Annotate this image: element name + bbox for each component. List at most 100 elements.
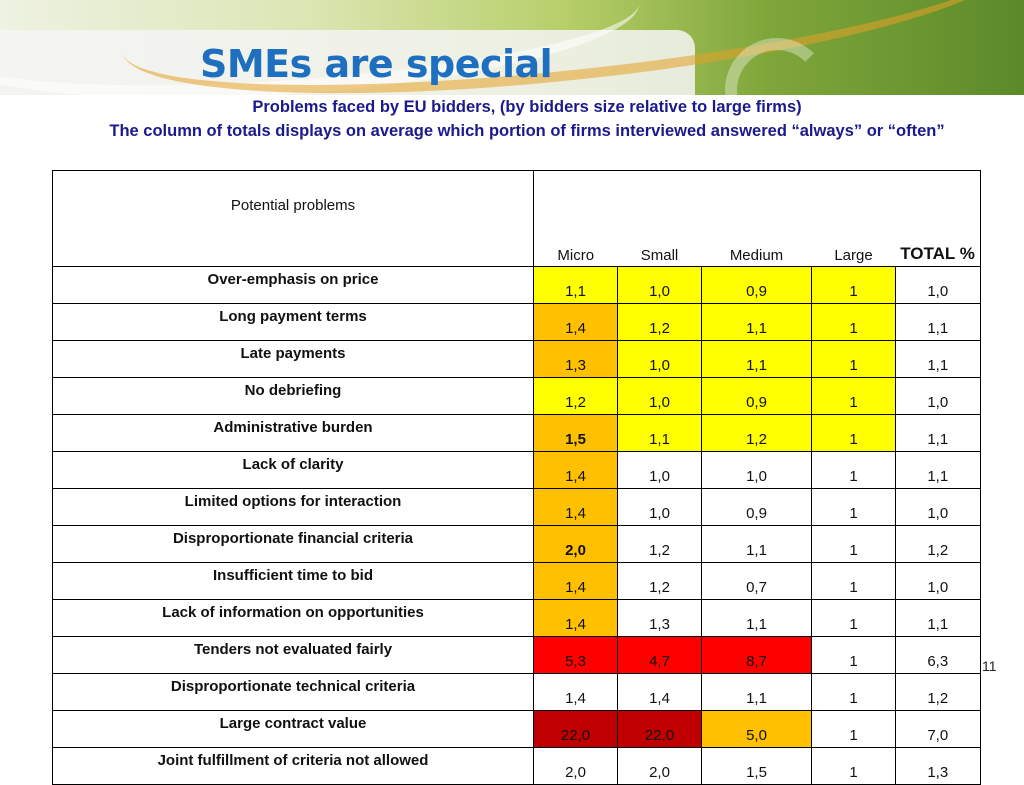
problem-label: Insufficient time to bid <box>52 562 534 600</box>
table-row: Late payments 1,3 1,0 1,1 1 1,1 <box>52 340 981 378</box>
value-cell: 1 <box>811 636 896 674</box>
value-cell: 2,0 <box>533 525 618 563</box>
value-cell: 1,1 <box>895 340 981 378</box>
value-cell: 1 <box>811 599 896 637</box>
value-cell: 1 <box>811 710 896 748</box>
value-cell: 5,0 <box>701 710 812 748</box>
value-cell: 1,2 <box>701 414 812 452</box>
value-cell: 1 <box>811 303 896 341</box>
value-cell: 1,4 <box>533 488 618 526</box>
problem-label: Joint fulfillment of criteria not allowe… <box>52 747 534 785</box>
table-row: Tenders not evaluated fairly 5,3 4,7 8,7 1 6,… <box>52 636 981 674</box>
problem-label: No debriefing <box>52 377 534 415</box>
value-cell: 22,0 <box>617 710 702 748</box>
value-cell: 2,0 <box>533 747 618 785</box>
value-cell: 1 <box>811 673 896 711</box>
column-header-medium: Medium <box>701 170 812 267</box>
table-header-row: Potential problems Micro Small Medium La… <box>52 170 981 267</box>
value-cell: 1,2 <box>617 525 702 563</box>
value-cell: 1,4 <box>533 673 618 711</box>
value-cell: 1,4 <box>533 303 618 341</box>
table-row: Administrative burden 1,5 1,1 1,2 1 1,1 <box>52 414 981 452</box>
value-cell: 1 <box>811 377 896 415</box>
value-cell: 1,1 <box>895 599 981 637</box>
value-cell: 1,0 <box>895 266 981 304</box>
slide-title: SMEs are special <box>200 42 553 86</box>
value-cell: 0,9 <box>701 266 812 304</box>
value-cell: 1,0 <box>617 377 702 415</box>
table-row: Joint fulfillment of criteria not allowe… <box>52 747 981 785</box>
table-row: Long payment terms 1,4 1,2 1,1 1 1,1 <box>52 303 981 341</box>
problem-label: Over-emphasis on price <box>52 266 534 304</box>
column-header-total: TOTAL % <box>895 170 981 267</box>
value-cell: 1,1 <box>895 451 981 489</box>
header-banner <box>0 0 1024 95</box>
value-cell: 1,0 <box>617 340 702 378</box>
value-cell: 0,7 <box>701 562 812 600</box>
value-cell: 1,0 <box>617 488 702 526</box>
value-cell: 1,0 <box>895 488 981 526</box>
value-cell: 2,0 <box>617 747 702 785</box>
banner-panel <box>0 30 695 95</box>
value-cell: 1,1 <box>895 414 981 452</box>
value-cell: 1,4 <box>533 451 618 489</box>
value-cell: 1,1 <box>617 414 702 452</box>
column-header-micro: Micro <box>533 170 618 267</box>
problem-label: Disproportionate financial criteria <box>52 525 534 563</box>
problem-label: Long payment terms <box>52 303 534 341</box>
column-header-small: Small <box>617 170 702 267</box>
value-cell: 8,7 <box>701 636 812 674</box>
problem-label: Large contract value <box>52 710 534 748</box>
table-row: No debriefing 1,2 1,0 0,9 1 1,0 <box>52 377 981 415</box>
value-cell: 1,0 <box>895 377 981 415</box>
table-row: Disproportionate financial criteria 2,0 1,… <box>52 525 981 563</box>
table-row: Over-emphasis on price 1,1 1,0 0,9 1 1,0 <box>52 266 981 304</box>
value-cell: 1,5 <box>533 414 618 452</box>
value-cell: 4,7 <box>617 636 702 674</box>
value-cell: 0,9 <box>701 377 812 415</box>
column-header-large: Large <box>811 170 896 267</box>
value-cell: 1,5 <box>701 747 812 785</box>
value-cell: 1,2 <box>533 377 618 415</box>
value-cell: 5,3 <box>533 636 618 674</box>
problem-label: Administrative burden <box>52 414 534 452</box>
table-row: Limited options for interaction 1,4 1,0 0,9… <box>52 488 981 526</box>
value-cell: 1 <box>811 525 896 563</box>
value-cell: 1,0 <box>701 451 812 489</box>
value-cell: 1,4 <box>533 599 618 637</box>
value-cell: 1 <box>811 747 896 785</box>
value-cell: 1 <box>811 266 896 304</box>
value-cell: 1,2 <box>895 525 981 563</box>
problem-label: Disproportionate technical criteria <box>52 673 534 711</box>
value-cell: 1,1 <box>895 303 981 341</box>
value-cell: 1,2 <box>617 303 702 341</box>
table-row: Lack of information on opportunities 1,4 1… <box>52 599 981 637</box>
value-cell: 1,1 <box>701 599 812 637</box>
value-cell: 1,0 <box>617 266 702 304</box>
value-cell: 1,3 <box>617 599 702 637</box>
value-cell: 1,4 <box>617 673 702 711</box>
table-row: Insufficient time to bid 1,4 1,2 0,7 1 1,0 <box>52 562 981 600</box>
value-cell: 22,0 <box>533 710 618 748</box>
table-row: Large contract value 22,0 22,0 5,0 1 7,0 <box>52 710 981 748</box>
value-cell: 1,3 <box>895 747 981 785</box>
table-row: Disproportionate technical criteria 1,4 1,… <box>52 673 981 711</box>
slide-subtitle-note: The column of totals displays on average… <box>109 122 945 140</box>
problems-table: Potential problems Micro Small Medium La… <box>52 170 981 785</box>
value-cell: 0,9 <box>701 488 812 526</box>
value-cell: 1,1 <box>701 340 812 378</box>
value-cell: 1,2 <box>617 562 702 600</box>
value-cell: 1,4 <box>533 562 618 600</box>
problem-label: Limited options for interaction <box>52 488 534 526</box>
value-cell: 1,1 <box>701 525 812 563</box>
value-cell: 1 <box>811 451 896 489</box>
page-number: 11 <box>982 658 997 674</box>
problem-label: Tenders not evaluated fairly <box>52 636 534 674</box>
slide-subtitle: Problems faced by EU bidders, (by bidder… <box>252 98 802 116</box>
value-cell: 1,0 <box>895 562 981 600</box>
value-cell: 1 <box>811 562 896 600</box>
value-cell: 6,3 <box>895 636 981 674</box>
problem-label: Lack of clarity <box>52 451 534 489</box>
value-cell: 1,1 <box>533 266 618 304</box>
value-cell: 1,1 <box>701 673 812 711</box>
